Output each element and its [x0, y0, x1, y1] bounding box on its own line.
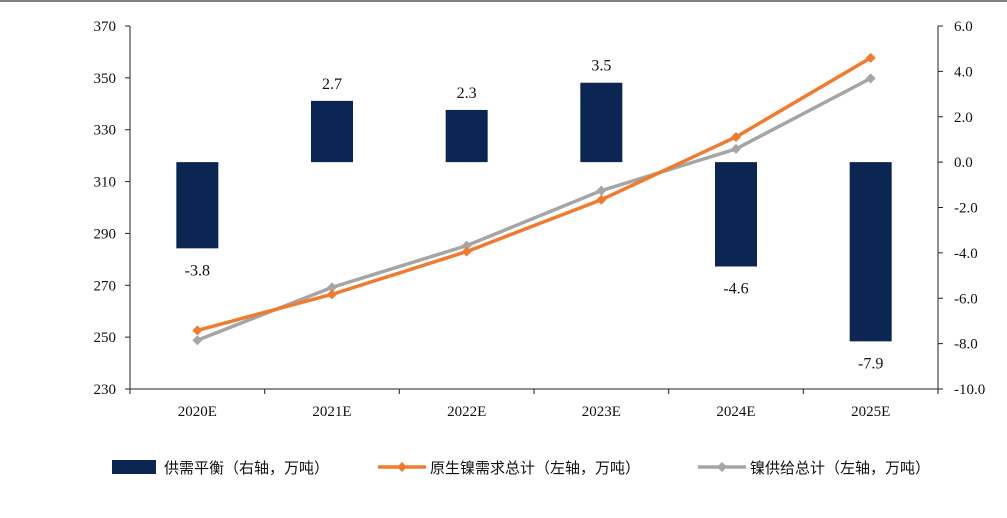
- right-axis-tick-label: -6.0: [954, 291, 978, 307]
- left-axis-tick-label: 290: [94, 226, 117, 242]
- right-axis-tick-label: -10.0: [954, 382, 985, 398]
- bar-data-label: 3.5: [591, 58, 611, 75]
- legend-label: 原生镍需求总计（左轴，万吨）: [430, 459, 640, 477]
- bar-data-labels: -3.8 2.7 2.3 3.5 -4.6 -7.9: [185, 58, 884, 373]
- legend-swatch-marker: [717, 462, 727, 472]
- legend-swatch-marker: [397, 462, 407, 472]
- right-axis-tick-label: -8.0: [954, 337, 978, 353]
- x-axis-tick-label: 2022E: [447, 404, 486, 420]
- series-line: [196, 76, 872, 342]
- right-axis: -10.0 -8.0 -6.0 -4.0 -2.0 0.0 2.0 4.0 6.0: [937, 19, 985, 398]
- x-axis: 2020E 2021E 2022E 2023E 2024E 2025E: [129, 388, 939, 420]
- bar-data-label: -3.8: [185, 262, 210, 279]
- series-point: [596, 194, 607, 205]
- series-point: [461, 246, 472, 257]
- legend-label: 供需平衡（右轴，万吨）: [164, 459, 329, 477]
- series-point: [596, 185, 607, 196]
- left-axis-tick-label: 230: [94, 382, 117, 398]
- bar: [445, 109, 488, 163]
- series-point: [327, 282, 337, 293]
- left-axis-tick-label: 250: [94, 330, 117, 346]
- right-axis-tick-label: 6.0: [954, 19, 973, 35]
- legend: 供需平衡（右轴，万吨） 原生镍需求总计（左轴，万吨） 镍供给总计（左轴，万吨）: [112, 459, 930, 477]
- series-point: [461, 240, 472, 251]
- left-axis: 230 250 270 290 310 330 350 370: [94, 19, 131, 398]
- series-point: [865, 73, 876, 84]
- bar-data-label: 2.3: [457, 85, 477, 102]
- right-axis-tick-label: -2.0: [954, 201, 978, 217]
- bar: [580, 82, 623, 163]
- series-point: [731, 143, 741, 154]
- x-axis-tick-label: 2020E: [178, 404, 217, 420]
- left-axis-tick-label: 310: [94, 175, 117, 191]
- x-axis-tick-label: 2021E: [312, 404, 351, 420]
- bar: [311, 100, 353, 163]
- legend-label: 镍供给总计（左轴，万吨）: [750, 459, 930, 477]
- bar-data-label: -4.6: [723, 280, 748, 297]
- series-point: [327, 289, 337, 300]
- right-axis-tick-label: 4.0: [954, 64, 973, 80]
- bar-data-label: -7.9: [858, 355, 883, 372]
- right-axis-tick-label: -4.0: [954, 246, 978, 262]
- x-axis-tick-label: 2025E: [851, 404, 890, 420]
- line-series: [192, 52, 876, 346]
- right-axis-tick-label: 2.0: [954, 110, 973, 126]
- bar-data-label: 2.7: [322, 76, 342, 93]
- x-axis-tick-label: 2024E: [716, 404, 755, 420]
- left-axis-tick-label: 270: [94, 278, 117, 294]
- legend-swatch-bar: [112, 460, 156, 474]
- bar: [715, 162, 757, 267]
- series-point: [192, 325, 203, 336]
- bar: [176, 162, 219, 249]
- series-point: [192, 335, 203, 346]
- left-axis-tick-label: 350: [94, 71, 117, 87]
- x-axis-tick-label: 2023E: [582, 404, 621, 420]
- right-axis-tick-label: 0.0: [954, 155, 973, 171]
- bar-series: [176, 82, 892, 342]
- series-point: [865, 52, 876, 63]
- left-axis-tick-label: 370: [94, 19, 117, 35]
- left-axis-tick-label: 330: [94, 123, 117, 139]
- bar: [849, 162, 892, 342]
- series-point: [731, 131, 741, 142]
- series-line: [196, 56, 872, 333]
